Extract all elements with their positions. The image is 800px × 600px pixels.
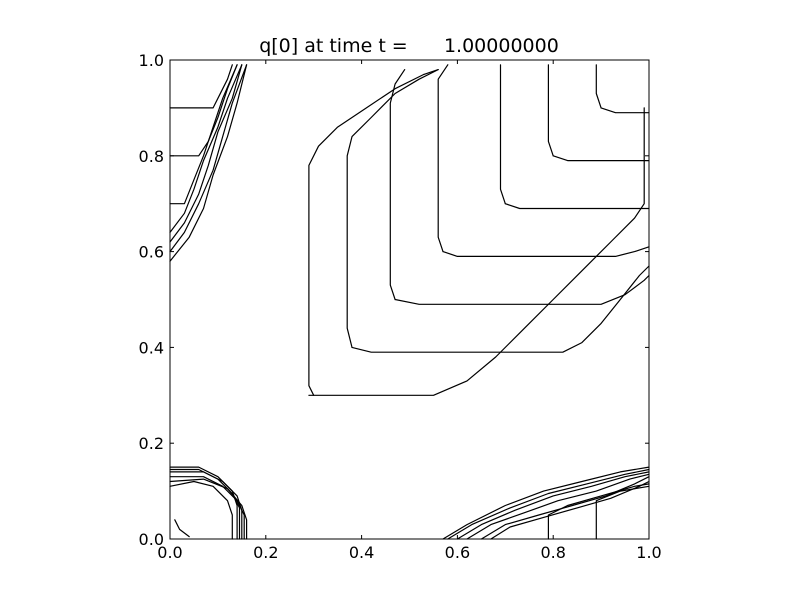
contour-line-7 <box>442 246 650 257</box>
contour-line-20 <box>169 64 248 253</box>
x-tick-label-2: 0.4 <box>349 543 374 562</box>
x-tick-label-4: 0.8 <box>540 543 565 562</box>
contour-line-17 <box>169 64 238 205</box>
chart-title: q[0] at time t = 1.00000000 <box>259 35 559 57</box>
contour-line-3 <box>351 265 650 353</box>
contour-line-30 <box>447 468 650 540</box>
contour-line-15 <box>169 64 233 109</box>
contour-line-29 <box>442 466 650 540</box>
contour-line-24 <box>169 471 243 540</box>
contour-line-28 <box>174 519 190 538</box>
contour-line-19 <box>169 64 243 243</box>
y-tick-label-4: 0.8 <box>139 147 164 166</box>
x-tick-labels: 0.0 0.2 0.4 0.6 0.8 1.0 <box>157 543 661 562</box>
contour-line-25 <box>169 476 245 540</box>
contour-line-36 <box>595 485 650 540</box>
contour-line-4 <box>346 68 439 348</box>
contour-line-31 <box>456 471 650 540</box>
contour-line-1 <box>308 73 425 396</box>
contour-line-33 <box>480 476 650 540</box>
x-tick-label-0: 0.0 <box>157 543 182 562</box>
contour-line-12 <box>547 64 554 157</box>
contour-line-0 <box>308 107 645 396</box>
contour-line-8 <box>437 64 449 253</box>
y-tick-labels: 0.0 0.2 0.4 0.6 0.8 1.0 <box>139 51 164 549</box>
contour-line-10 <box>499 64 506 205</box>
y-tick-label-0: 0.0 <box>139 530 164 549</box>
x-tick-label-1: 0.2 <box>253 543 278 562</box>
y-tick-label-3: 0.6 <box>139 243 164 262</box>
plot-frame <box>169 59 650 540</box>
contour-line-35 <box>547 483 650 540</box>
x-tick-label-5: 1.0 <box>636 543 661 562</box>
x-tick-label-3: 0.6 <box>445 543 470 562</box>
contour-line-32 <box>466 473 650 540</box>
contour-line-23 <box>169 468 241 540</box>
contour-line-18 <box>169 64 243 233</box>
contour-line-5 <box>394 274 650 305</box>
contour-line-9 <box>504 203 650 210</box>
contour-line-13 <box>600 107 650 114</box>
y-tick-label-2: 0.4 <box>139 338 164 357</box>
contour-line-14 <box>595 64 602 109</box>
contour-line-34 <box>490 480 650 540</box>
contour-line-27 <box>169 480 233 540</box>
y-tick-label-5: 1.0 <box>139 51 164 70</box>
contour-lines <box>169 64 650 540</box>
y-tick-label-1: 0.2 <box>139 434 164 453</box>
contour-line-11 <box>552 155 650 162</box>
contour-line-26 <box>169 478 248 540</box>
contour-line-21 <box>169 64 248 262</box>
contour-line-6 <box>389 68 406 301</box>
